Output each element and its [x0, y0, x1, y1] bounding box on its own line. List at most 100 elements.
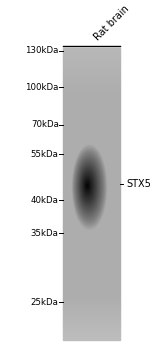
- Bar: [63, 94, 120, 96]
- Text: 55kDa: 55kDa: [31, 150, 59, 159]
- Bar: [63, 250, 120, 251]
- Text: 70kDa: 70kDa: [31, 120, 59, 130]
- Bar: [63, 138, 120, 140]
- Bar: [63, 195, 120, 197]
- Bar: [63, 232, 120, 233]
- Ellipse shape: [80, 166, 97, 207]
- Bar: [63, 146, 120, 147]
- Bar: [63, 225, 120, 226]
- Bar: [63, 257, 120, 258]
- Bar: [63, 277, 120, 279]
- Bar: [63, 298, 120, 299]
- Bar: [63, 140, 120, 141]
- Bar: [63, 254, 120, 255]
- Bar: [63, 211, 120, 213]
- Bar: [63, 266, 120, 267]
- Bar: [63, 111, 120, 112]
- Bar: [63, 214, 120, 216]
- Bar: [63, 318, 120, 320]
- Bar: [63, 152, 120, 153]
- Bar: [63, 125, 120, 127]
- Bar: [63, 127, 120, 128]
- Bar: [63, 330, 120, 331]
- Bar: [63, 115, 120, 116]
- Bar: [63, 188, 120, 189]
- Bar: [63, 260, 120, 261]
- Bar: [63, 293, 120, 295]
- Ellipse shape: [87, 185, 88, 187]
- Text: 100kDa: 100kDa: [25, 83, 59, 92]
- Bar: [63, 169, 120, 170]
- Ellipse shape: [79, 164, 98, 209]
- Bar: [63, 179, 120, 181]
- Bar: [63, 323, 120, 324]
- Bar: [63, 331, 120, 333]
- Text: 130kDa: 130kDa: [25, 46, 59, 55]
- Bar: [63, 72, 120, 74]
- Bar: [63, 287, 120, 289]
- Bar: [63, 216, 120, 217]
- Bar: [63, 56, 120, 58]
- Bar: [63, 290, 120, 292]
- Bar: [63, 106, 120, 107]
- Bar: [63, 90, 120, 91]
- Bar: [63, 75, 120, 77]
- Bar: [63, 197, 120, 198]
- Ellipse shape: [82, 171, 94, 202]
- Bar: [63, 99, 120, 100]
- Bar: [63, 134, 120, 135]
- Bar: [63, 162, 120, 163]
- Text: 35kDa: 35kDa: [31, 229, 59, 238]
- Bar: [63, 296, 120, 298]
- Ellipse shape: [76, 156, 101, 217]
- Ellipse shape: [83, 175, 92, 197]
- Bar: [63, 113, 120, 115]
- Bar: [63, 70, 120, 71]
- Bar: [63, 268, 120, 270]
- Ellipse shape: [75, 152, 103, 222]
- Bar: [63, 274, 120, 276]
- Bar: [63, 282, 120, 283]
- Ellipse shape: [73, 147, 106, 228]
- Ellipse shape: [81, 168, 95, 204]
- Bar: [63, 87, 120, 89]
- Ellipse shape: [81, 169, 95, 203]
- Text: Rat brain: Rat brain: [93, 4, 131, 43]
- Bar: [63, 131, 120, 132]
- Bar: [63, 248, 120, 250]
- Bar: [63, 311, 120, 312]
- Bar: [63, 128, 120, 130]
- Bar: [63, 93, 120, 95]
- Bar: [63, 229, 120, 230]
- Bar: [63, 78, 120, 80]
- Bar: [63, 148, 120, 150]
- Bar: [63, 143, 120, 144]
- Ellipse shape: [85, 178, 91, 194]
- Bar: [63, 305, 120, 307]
- Bar: [63, 52, 120, 54]
- Bar: [63, 166, 120, 168]
- Bar: [63, 48, 120, 49]
- Bar: [63, 251, 120, 252]
- Bar: [63, 337, 120, 339]
- Ellipse shape: [78, 162, 99, 211]
- Ellipse shape: [75, 152, 104, 223]
- Bar: [63, 230, 120, 232]
- Text: 25kDa: 25kDa: [31, 298, 59, 307]
- Bar: [63, 328, 120, 330]
- Ellipse shape: [77, 159, 100, 215]
- Bar: [63, 103, 120, 105]
- Ellipse shape: [83, 173, 94, 200]
- Bar: [63, 96, 120, 97]
- Ellipse shape: [82, 170, 95, 202]
- Bar: [63, 64, 120, 65]
- Ellipse shape: [85, 179, 90, 193]
- Bar: [63, 207, 120, 209]
- Bar: [63, 292, 120, 293]
- Bar: [63, 107, 120, 109]
- Bar: [63, 336, 120, 337]
- Bar: [63, 172, 120, 173]
- Bar: [63, 213, 120, 214]
- Bar: [63, 270, 120, 271]
- Bar: [63, 238, 120, 239]
